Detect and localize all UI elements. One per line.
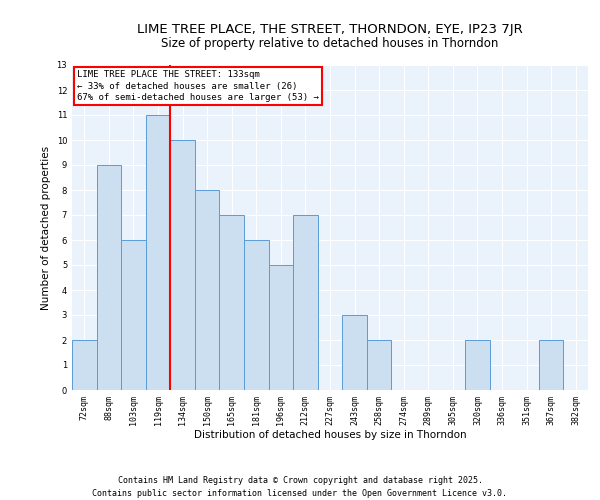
Text: Size of property relative to detached houses in Thorndon: Size of property relative to detached ho… [161, 38, 499, 51]
Bar [72, 340, 97, 390]
Bar [195, 190, 220, 390]
Bar [146, 115, 170, 390]
Bar [97, 165, 121, 390]
Bar [293, 215, 318, 390]
Bar [121, 240, 146, 390]
Bar [539, 340, 563, 390]
Bar [170, 140, 195, 390]
Bar [244, 240, 269, 390]
Text: LIME TREE PLACE, THE STREET, THORNDON, EYE, IP23 7JR: LIME TREE PLACE, THE STREET, THORNDON, E… [137, 22, 523, 36]
X-axis label: Distribution of detached houses by size in Thorndon: Distribution of detached houses by size … [194, 430, 466, 440]
Bar [342, 315, 367, 390]
Bar [465, 340, 490, 390]
Y-axis label: Number of detached properties: Number of detached properties [41, 146, 51, 310]
Text: LIME TREE PLACE THE STREET: 133sqm
← 33% of detached houses are smaller (26)
67%: LIME TREE PLACE THE STREET: 133sqm ← 33%… [77, 70, 319, 102]
Bar [269, 265, 293, 390]
Bar [220, 215, 244, 390]
Bar [367, 340, 391, 390]
Text: Contains HM Land Registry data © Crown copyright and database right 2025.
Contai: Contains HM Land Registry data © Crown c… [92, 476, 508, 498]
